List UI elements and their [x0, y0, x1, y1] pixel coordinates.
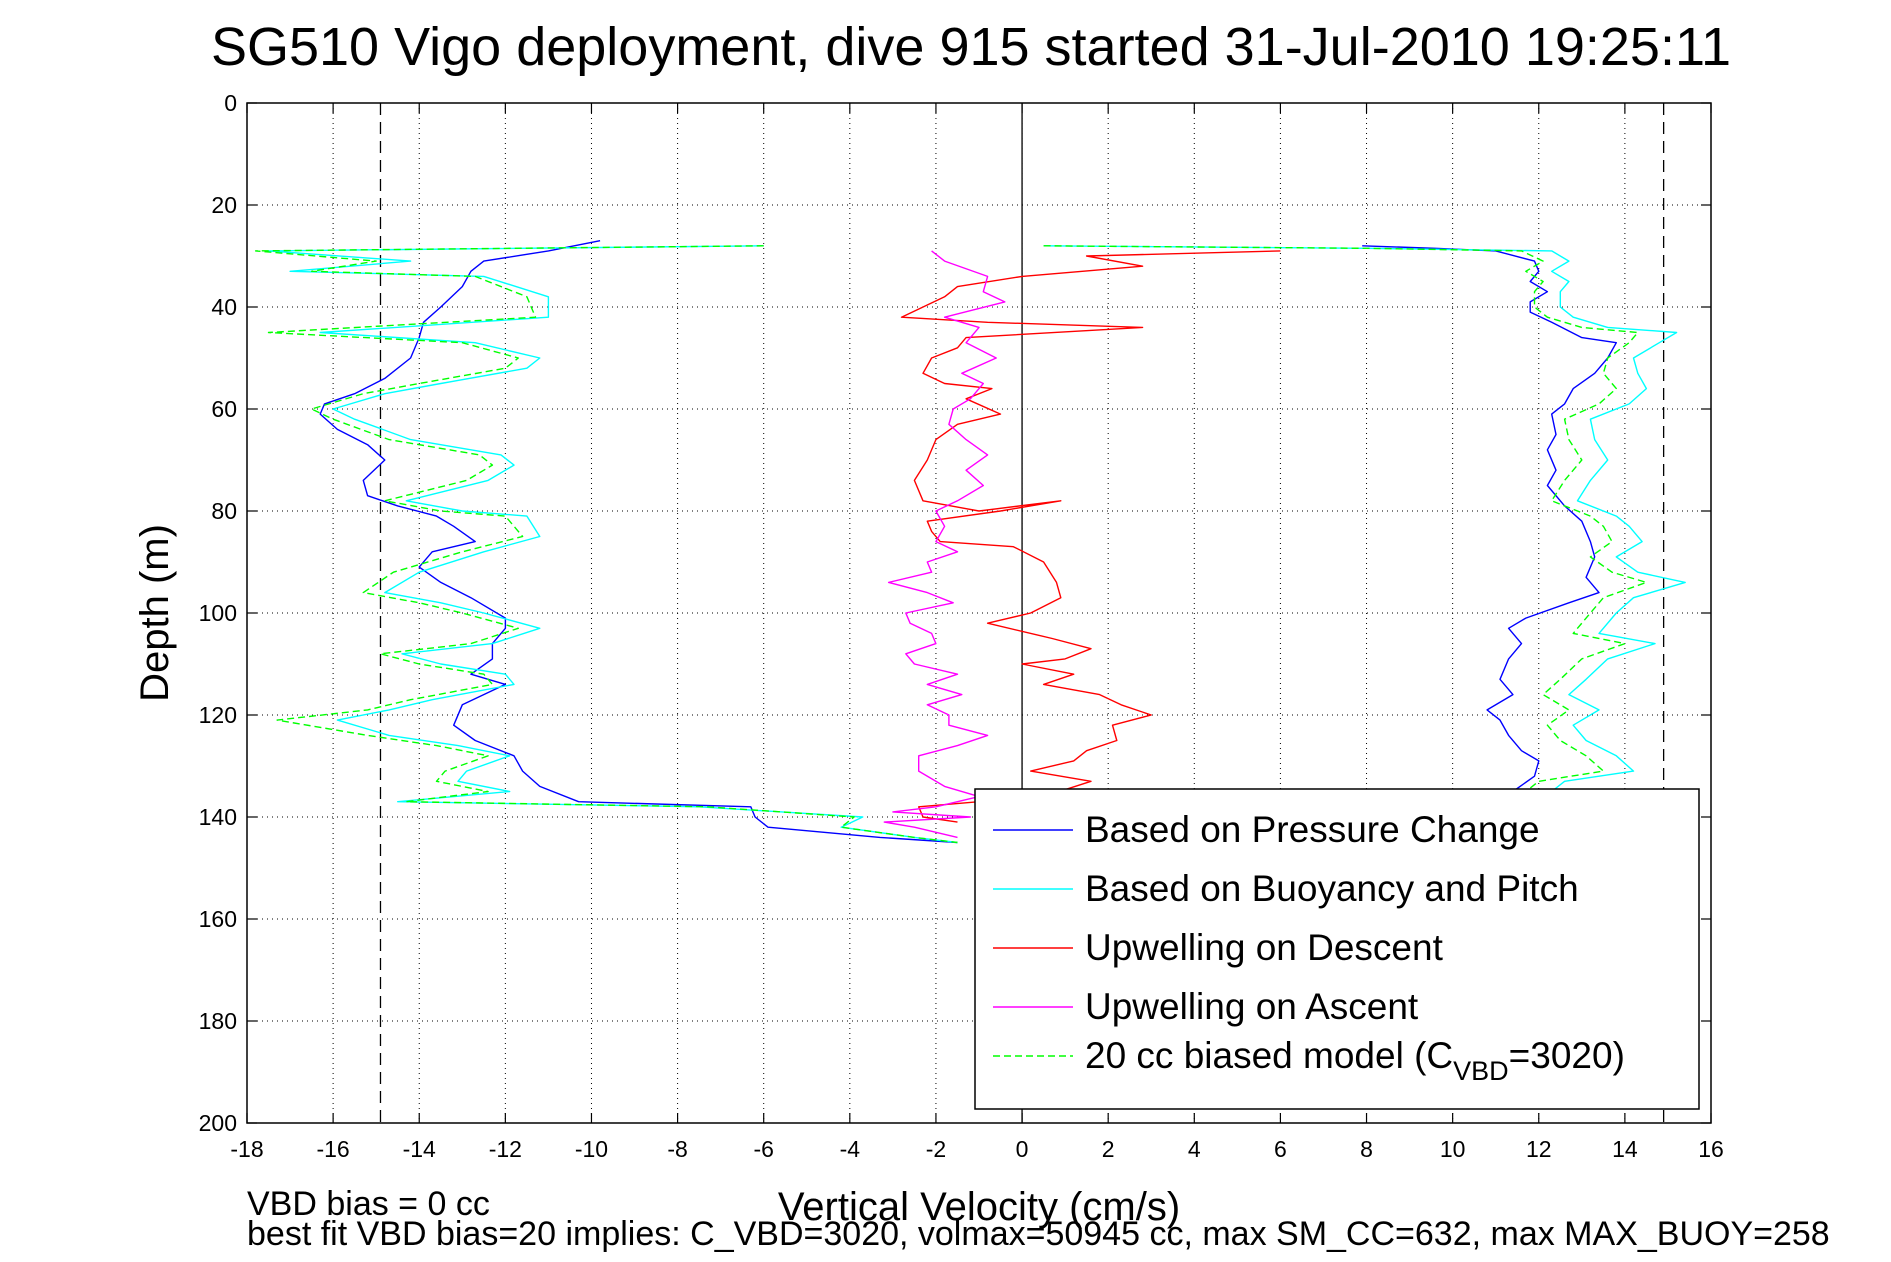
x-tick-label: -16 [316, 1136, 349, 1162]
x-tick-label: 16 [1698, 1136, 1724, 1162]
x-tick-label: -8 [667, 1136, 687, 1162]
y-tick-label: 80 [211, 498, 237, 524]
legend-label: Upwelling on Descent [1085, 927, 1444, 968]
legend-label-text: Upwelling on Ascent [1085, 986, 1419, 1027]
series-line-upwelling-on-ascent [883, 250, 1006, 839]
series-line-based-on-buoyancy-and-pitch [1043, 245, 1686, 803]
legend-label: Upwelling on Ascent [1085, 986, 1419, 1027]
legend-label-subscript: VBD [1453, 1056, 1509, 1086]
legend-label-text: Upwelling on Descent [1085, 927, 1444, 968]
x-tick-label: 10 [1440, 1136, 1466, 1162]
x-tick-label: 2 [1102, 1136, 1115, 1162]
legend-box [974, 788, 1700, 1110]
series-layer [254, 240, 1686, 844]
x-tick-label: -2 [926, 1136, 946, 1162]
x-tick-label: 0 [1016, 1136, 1029, 1162]
y-tick-label: 60 [211, 396, 237, 422]
y-tick-label: 120 [199, 702, 237, 728]
x-tick-label: -6 [753, 1136, 773, 1162]
x-axis-ticks: -18 -16 -14 -12 -10 -8 -6 -4 -2 0 2 4 6 8 10 12 14 16 [230, 103, 1724, 1162]
x-axis-label: Vertical Velocity (cm/s) [778, 1185, 1180, 1229]
y-tick-label: 180 [199, 1008, 237, 1034]
series-line-based-on-pressure-change [1362, 245, 1618, 803]
legend-label: Based on Buoyancy and Pitch [1085, 868, 1579, 909]
y-tick-label: 200 [199, 1110, 237, 1136]
y-axis-label: Depth (m) [133, 524, 177, 702]
series-line-20-cc-biased-model-c-vbd-3020 [1043, 245, 1648, 803]
footer-vbd-bias: VBD bias = 0 cc [247, 1185, 490, 1223]
legend-label-text: Based on Pressure Change [1085, 809, 1540, 850]
x-tick-label: -12 [489, 1136, 522, 1162]
y-tick-label: 160 [199, 906, 237, 932]
legend-label: 20 cc biased model (CVBD=3020) [1085, 1035, 1625, 1086]
x-tick-label: -10 [575, 1136, 608, 1162]
legend-label-tail: =3020) [1509, 1035, 1625, 1076]
x-tick-label: 4 [1188, 1136, 1201, 1162]
legend-label-text: 20 cc biased model (C [1085, 1035, 1453, 1076]
series-line-20-cc-biased-model-c-vbd-3020 [254, 245, 958, 844]
x-tick-label: 14 [1612, 1136, 1638, 1162]
series-line-based-on-pressure-change [319, 240, 958, 844]
x-tick-label: 6 [1274, 1136, 1287, 1162]
legend: Based on Pressure Change Based on Buoyanc… [974, 788, 1700, 1110]
y-tick-label: 0 [224, 90, 237, 116]
y-tick-label: 140 [199, 804, 237, 830]
y-tick-label: 100 [199, 600, 237, 626]
legend-label: Based on Pressure Change [1085, 809, 1540, 850]
y-tick-label: 20 [211, 192, 237, 218]
x-tick-label: 12 [1526, 1136, 1552, 1162]
x-tick-label: 8 [1360, 1136, 1373, 1162]
chart-title: SG510 Vigo deployment, dive 915 started … [211, 17, 1731, 77]
x-tick-label: -4 [840, 1136, 861, 1162]
legend-label-text: Based on Buoyancy and Pitch [1085, 868, 1579, 909]
legend-entries: Based on Pressure Change Based on Buoyanc… [993, 809, 1625, 1086]
series-line-based-on-buoyancy-and-pitch [267, 245, 958, 844]
y-axis-ticks: 0 20 40 60 80 100 120 140 160 180 200 [199, 90, 1711, 1136]
series-line-upwelling-on-descent [900, 250, 1281, 823]
footer-best-fit: best fit VBD bias=20 implies: C_VBD=3020… [247, 1215, 1830, 1253]
x-tick-label: -14 [403, 1136, 436, 1162]
x-tick-label: -18 [230, 1136, 263, 1162]
y-tick-label: 40 [211, 294, 237, 320]
